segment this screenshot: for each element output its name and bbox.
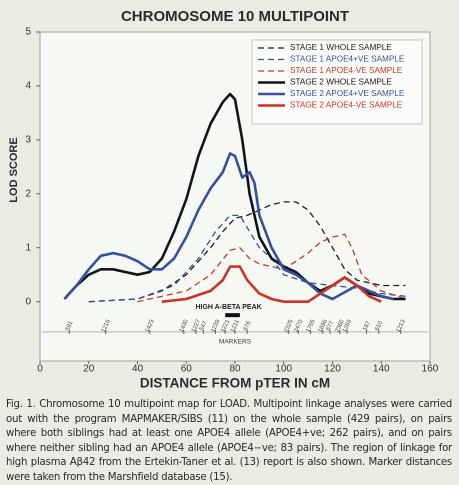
x-tick-label: 0: [37, 364, 43, 375]
marker-label: 677: [326, 320, 336, 332]
y-tick-label: 5: [25, 27, 31, 38]
y-tick-label: 0: [25, 296, 31, 307]
marker-label: 610: [375, 320, 385, 332]
x-tick-label: 40: [132, 364, 144, 375]
marker-label: 676: [243, 320, 253, 332]
marker-label: 1696: [318, 318, 329, 333]
x-axis-label: DISTANCE FROM pTER IN cM: [140, 376, 330, 391]
chart-title: CHROMOSOME 10 MULTIPOINT: [121, 8, 349, 25]
series-line: [88, 214, 406, 303]
x-tick-label: 160: [422, 364, 439, 375]
marker-label: 1430: [179, 318, 190, 333]
series-line: [137, 233, 406, 303]
x-tick-label: 120: [324, 364, 341, 375]
legend-label: STAGE 2 WHOLE SAMPLE: [290, 78, 392, 87]
y-tick-label: 1: [25, 242, 31, 253]
markers-label: MARKERS: [219, 339, 252, 346]
y-tick-label: 4: [25, 81, 31, 92]
marker-label: 1216: [101, 318, 112, 333]
series-line: [88, 201, 406, 303]
marker-label: 591: [65, 320, 75, 332]
marker-label: 1765: [306, 318, 317, 333]
x-tick-label: 140: [373, 364, 390, 375]
marker-label: 2325: [284, 318, 295, 333]
legend-label: STAGE 1 WHOLE SAMPLE: [290, 43, 392, 52]
figure-caption: Fig. 1. Chromosome 10 multipoint map for…: [6, 399, 452, 483]
marker-label: 1423: [145, 318, 156, 333]
marker-label: 2360: [335, 318, 346, 333]
marker-label: 1269: [342, 318, 353, 333]
y-tick-label: 3: [25, 135, 31, 146]
y-tick-label: 2: [25, 188, 31, 199]
legend-label: STAGE 1 APOE4-VE SAMPLE: [290, 66, 403, 75]
marker-label: 1227: [191, 318, 202, 333]
marker-label: 2470: [293, 318, 304, 333]
marker-label: 547: [199, 320, 209, 332]
legend-label: STAGE 1 APOE4+VE SAMPLE: [290, 55, 405, 64]
marker-label: 1239: [210, 318, 221, 333]
x-tick-label: 60: [181, 364, 193, 375]
marker-label: 1213: [396, 318, 407, 333]
series-line: [161, 265, 382, 303]
x-tick-label: 20: [83, 364, 95, 375]
y-axis-label: LOD SCORE: [8, 137, 20, 202]
marker-label: 187: [362, 320, 372, 332]
marker-label: 1211: [230, 318, 241, 333]
chart: CHROMOSOME 10 MULTIPOINT LOD SCORE DISTA…: [8, 8, 439, 391]
peak-label: HIGH A-BETA PEAK: [195, 304, 261, 311]
x-tick-label: 80: [229, 364, 241, 375]
x-tick-label: 100: [275, 364, 292, 375]
legend-label: STAGE 2 APOE4-VE SAMPLE: [290, 101, 403, 110]
legend-label: STAGE 2 APOE4+VE SAMPLE: [290, 89, 405, 98]
marker-label: 1221: [220, 318, 231, 333]
series-line: [63, 152, 394, 301]
